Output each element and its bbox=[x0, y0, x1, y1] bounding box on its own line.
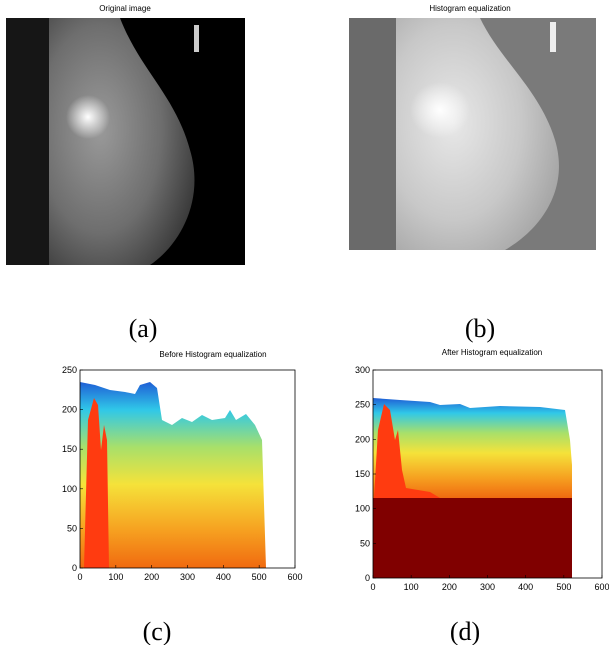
image-title: Histogram equalization bbox=[429, 4, 510, 13]
chart-title: Before Histogram equalization bbox=[159, 350, 266, 359]
y-tick-label: 200 bbox=[355, 434, 370, 444]
panel-label: (b) bbox=[465, 314, 495, 343]
y-tick-label: 300 bbox=[355, 365, 370, 375]
y-tick-label: 0 bbox=[365, 573, 370, 583]
x-tick-label: 200 bbox=[442, 582, 457, 592]
x-tick-label: 500 bbox=[252, 572, 267, 582]
y-tick-label: 50 bbox=[360, 538, 370, 548]
y-tick-label: 200 bbox=[62, 405, 77, 415]
x-tick-label: 600 bbox=[287, 572, 302, 582]
panel-label: (d) bbox=[450, 617, 480, 645]
x-tick-label: 600 bbox=[594, 582, 609, 592]
y-tick-label: 250 bbox=[355, 400, 370, 410]
chart-title: After Histogram equalization bbox=[442, 348, 543, 357]
x-tick-label: 400 bbox=[518, 582, 533, 592]
y-tick-label: 50 bbox=[67, 523, 77, 533]
x-tick-label: 200 bbox=[144, 572, 159, 582]
panel-label: (a) bbox=[129, 314, 158, 343]
x-tick-label: 100 bbox=[108, 572, 123, 582]
mesh-d bbox=[373, 398, 572, 578]
x-tick-label: 400 bbox=[216, 572, 231, 582]
image-b bbox=[349, 18, 596, 250]
y-tick-label: 0 bbox=[72, 563, 77, 573]
y-tick-label: 100 bbox=[62, 484, 77, 494]
y-tick-label: 150 bbox=[355, 469, 370, 479]
x-tick-label: 300 bbox=[180, 572, 195, 582]
x-tick-label: 0 bbox=[77, 572, 82, 582]
x-tick-label: 0 bbox=[370, 582, 375, 592]
x-tick-label: 500 bbox=[556, 582, 571, 592]
y-tick-label: 150 bbox=[62, 444, 77, 454]
panel-label: (c) bbox=[143, 617, 172, 645]
x-tick-label: 300 bbox=[480, 582, 495, 592]
image-title: Original image bbox=[99, 4, 151, 13]
x-tick-label: 100 bbox=[404, 582, 419, 592]
mesh-c bbox=[80, 382, 266, 568]
y-tick-label: 250 bbox=[62, 365, 77, 375]
image-a bbox=[6, 18, 245, 265]
y-tick-label: 100 bbox=[355, 504, 370, 514]
